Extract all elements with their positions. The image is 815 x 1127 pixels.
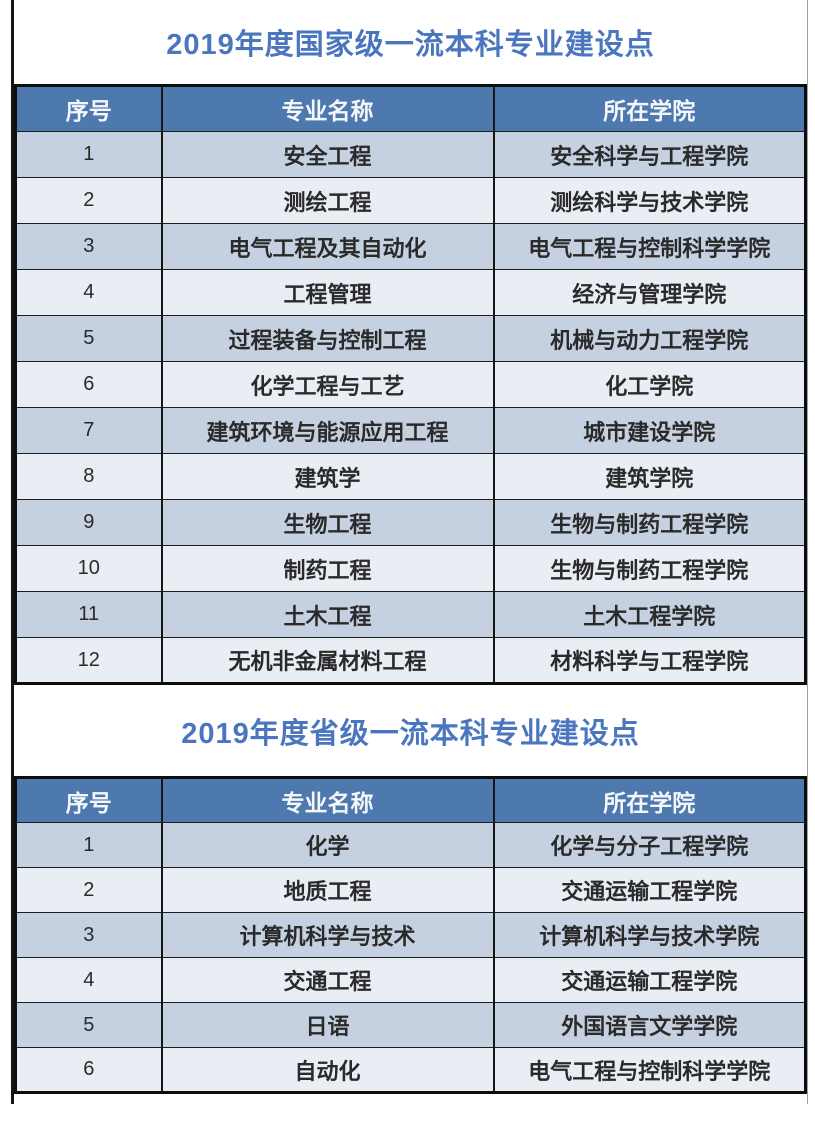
major-name-cell: 生物工程 xyxy=(160,499,494,546)
college-name-cell: 生物与制药工程学院 xyxy=(492,545,806,592)
row-number-cell: 2 xyxy=(15,177,162,224)
table-header: 序号 专业名称 所在学院 xyxy=(15,777,806,823)
provincial-majors-table: 序号 专业名称 所在学院 1 化学 化学与分子工程学院 2 地质工程 交通运输工程学院 3 计算机… xyxy=(14,776,807,1094)
college-name-cell: 化学与分子工程学院 xyxy=(492,822,806,868)
table-row: 5 日语 外国语言文学学院 xyxy=(15,1002,806,1048)
row-number-cell: 2 xyxy=(15,867,162,913)
table-header: 序号 专业名称 所在学院 xyxy=(15,85,806,132)
table-row: 1 化学 化学与分子工程学院 xyxy=(15,822,806,868)
major-name-cell: 自动化 xyxy=(160,1047,494,1093)
college-name-cell: 土木工程学院 xyxy=(492,591,806,638)
table-row: 10 制药工程 生物与制药工程学院 xyxy=(15,545,806,592)
college-name-cell: 经济与管理学院 xyxy=(492,269,806,316)
table-row: 2 地质工程 交通运输工程学院 xyxy=(15,867,806,913)
major-name-cell: 无机非金属材料工程 xyxy=(160,637,494,684)
college-name-cell: 测绘科学与技术学院 xyxy=(492,177,806,224)
column-header: 专业名称 xyxy=(160,777,494,823)
row-number-cell: 8 xyxy=(15,453,162,500)
table-row: 12 无机非金属材料工程 材料科学与工程学院 xyxy=(15,637,806,684)
college-name-cell: 外国语言文学学院 xyxy=(492,1002,806,1048)
row-number-cell: 6 xyxy=(15,361,162,408)
major-name-cell: 交通工程 xyxy=(160,957,494,1003)
college-name-cell: 安全科学与工程学院 xyxy=(492,131,806,178)
college-name-cell: 化工学院 xyxy=(492,361,806,408)
row-number-cell: 5 xyxy=(15,1002,162,1048)
national-table-title: 2019年度国家级一流本科专业建设点 xyxy=(166,29,655,61)
column-header: 所在学院 xyxy=(492,85,806,132)
table-row: 4 工程管理 经济与管理学院 xyxy=(15,269,806,316)
table-row: 7 建筑环境与能源应用工程 城市建设学院 xyxy=(15,407,806,454)
table-row: 3 计算机科学与技术 计算机科学与技术学院 xyxy=(15,912,806,958)
column-header: 序号 xyxy=(15,85,162,132)
major-name-cell: 建筑学 xyxy=(160,453,494,500)
college-name-cell: 机械与动力工程学院 xyxy=(492,315,806,362)
table-body: 1 化学 化学与分子工程学院 2 地质工程 交通运输工程学院 3 计算机科学与技术 计算机科学与… xyxy=(15,822,806,1093)
table-row: 2 测绘工程 测绘科学与技术学院 xyxy=(15,177,806,224)
major-name-cell: 化学 xyxy=(160,822,494,868)
table-row: 5 过程装备与控制工程 机械与动力工程学院 xyxy=(15,315,806,362)
document-frame: 2019年度国家级一流本科专业建设点 序号 专业名称 所在学院 1 安全工程 安全科学与… xyxy=(11,0,808,1104)
row-number-cell: 3 xyxy=(15,912,162,958)
column-header: 序号 xyxy=(15,777,162,823)
major-name-cell: 测绘工程 xyxy=(160,177,494,224)
college-name-cell: 交通运输工程学院 xyxy=(492,867,806,913)
table-row: 11 土木工程 土木工程学院 xyxy=(15,591,806,638)
row-number-cell: 5 xyxy=(15,315,162,362)
table-row: 6 化学工程与工艺 化工学院 xyxy=(15,361,806,408)
major-name-cell: 地质工程 xyxy=(160,867,494,913)
row-number-cell: 10 xyxy=(15,545,162,592)
table-row: 1 安全工程 安全科学与工程学院 xyxy=(15,131,806,178)
major-name-cell: 建筑环境与能源应用工程 xyxy=(160,407,494,454)
college-name-cell: 材料科学与工程学院 xyxy=(492,637,806,684)
major-name-cell: 电气工程及其自动化 xyxy=(160,223,494,270)
table-row: 6 自动化 电气工程与控制科学学院 xyxy=(15,1047,806,1093)
column-header: 专业名称 xyxy=(160,85,494,132)
row-number-cell: 4 xyxy=(15,957,162,1003)
table-row: 3 电气工程及其自动化 电气工程与控制科学学院 xyxy=(15,223,806,270)
table-row: 8 建筑学 建筑学院 xyxy=(15,453,806,500)
major-name-cell: 日语 xyxy=(160,1002,494,1048)
row-number-cell: 4 xyxy=(15,269,162,316)
row-number-cell: 12 xyxy=(15,637,162,684)
table-row: 9 生物工程 生物与制药工程学院 xyxy=(15,499,806,546)
college-name-cell: 电气工程与控制科学学院 xyxy=(492,1047,806,1093)
row-number-cell: 1 xyxy=(15,131,162,178)
row-number-cell: 3 xyxy=(15,223,162,270)
header-row: 序号 专业名称 所在学院 xyxy=(15,777,806,823)
college-name-cell: 交通运输工程学院 xyxy=(492,957,806,1003)
major-name-cell: 计算机科学与技术 xyxy=(160,912,494,958)
row-number-cell: 1 xyxy=(15,822,162,868)
major-name-cell: 土木工程 xyxy=(160,591,494,638)
major-name-cell: 过程装备与控制工程 xyxy=(160,315,494,362)
row-number-cell: 11 xyxy=(15,591,162,638)
national-majors-table: 序号 专业名称 所在学院 1 安全工程 安全科学与工程学院 2 测绘工程 测绘科学与技术学院 3… xyxy=(14,84,807,685)
major-name-cell: 工程管理 xyxy=(160,269,494,316)
major-name-cell: 制药工程 xyxy=(160,545,494,592)
header-row: 序号 专业名称 所在学院 xyxy=(15,85,806,132)
table-body: 1 安全工程 安全科学与工程学院 2 测绘工程 测绘科学与技术学院 3 电气工程及其自动化 电气… xyxy=(15,131,806,684)
college-name-cell: 城市建设学院 xyxy=(492,407,806,454)
major-name-cell: 安全工程 xyxy=(160,131,494,178)
row-number-cell: 9 xyxy=(15,499,162,546)
row-number-cell: 7 xyxy=(15,407,162,454)
college-name-cell: 建筑学院 xyxy=(492,453,806,500)
major-name-cell: 化学工程与工艺 xyxy=(160,361,494,408)
table-row: 4 交通工程 交通运输工程学院 xyxy=(15,957,806,1003)
college-name-cell: 计算机科学与技术学院 xyxy=(492,912,806,958)
provincial-table-title: 2019年度省级一流本科专业建设点 xyxy=(181,717,640,750)
column-header: 所在学院 xyxy=(492,777,806,823)
college-name-cell: 生物与制药工程学院 xyxy=(492,499,806,546)
college-name-cell: 电气工程与控制科学学院 xyxy=(492,223,806,270)
row-number-cell: 6 xyxy=(15,1047,162,1093)
